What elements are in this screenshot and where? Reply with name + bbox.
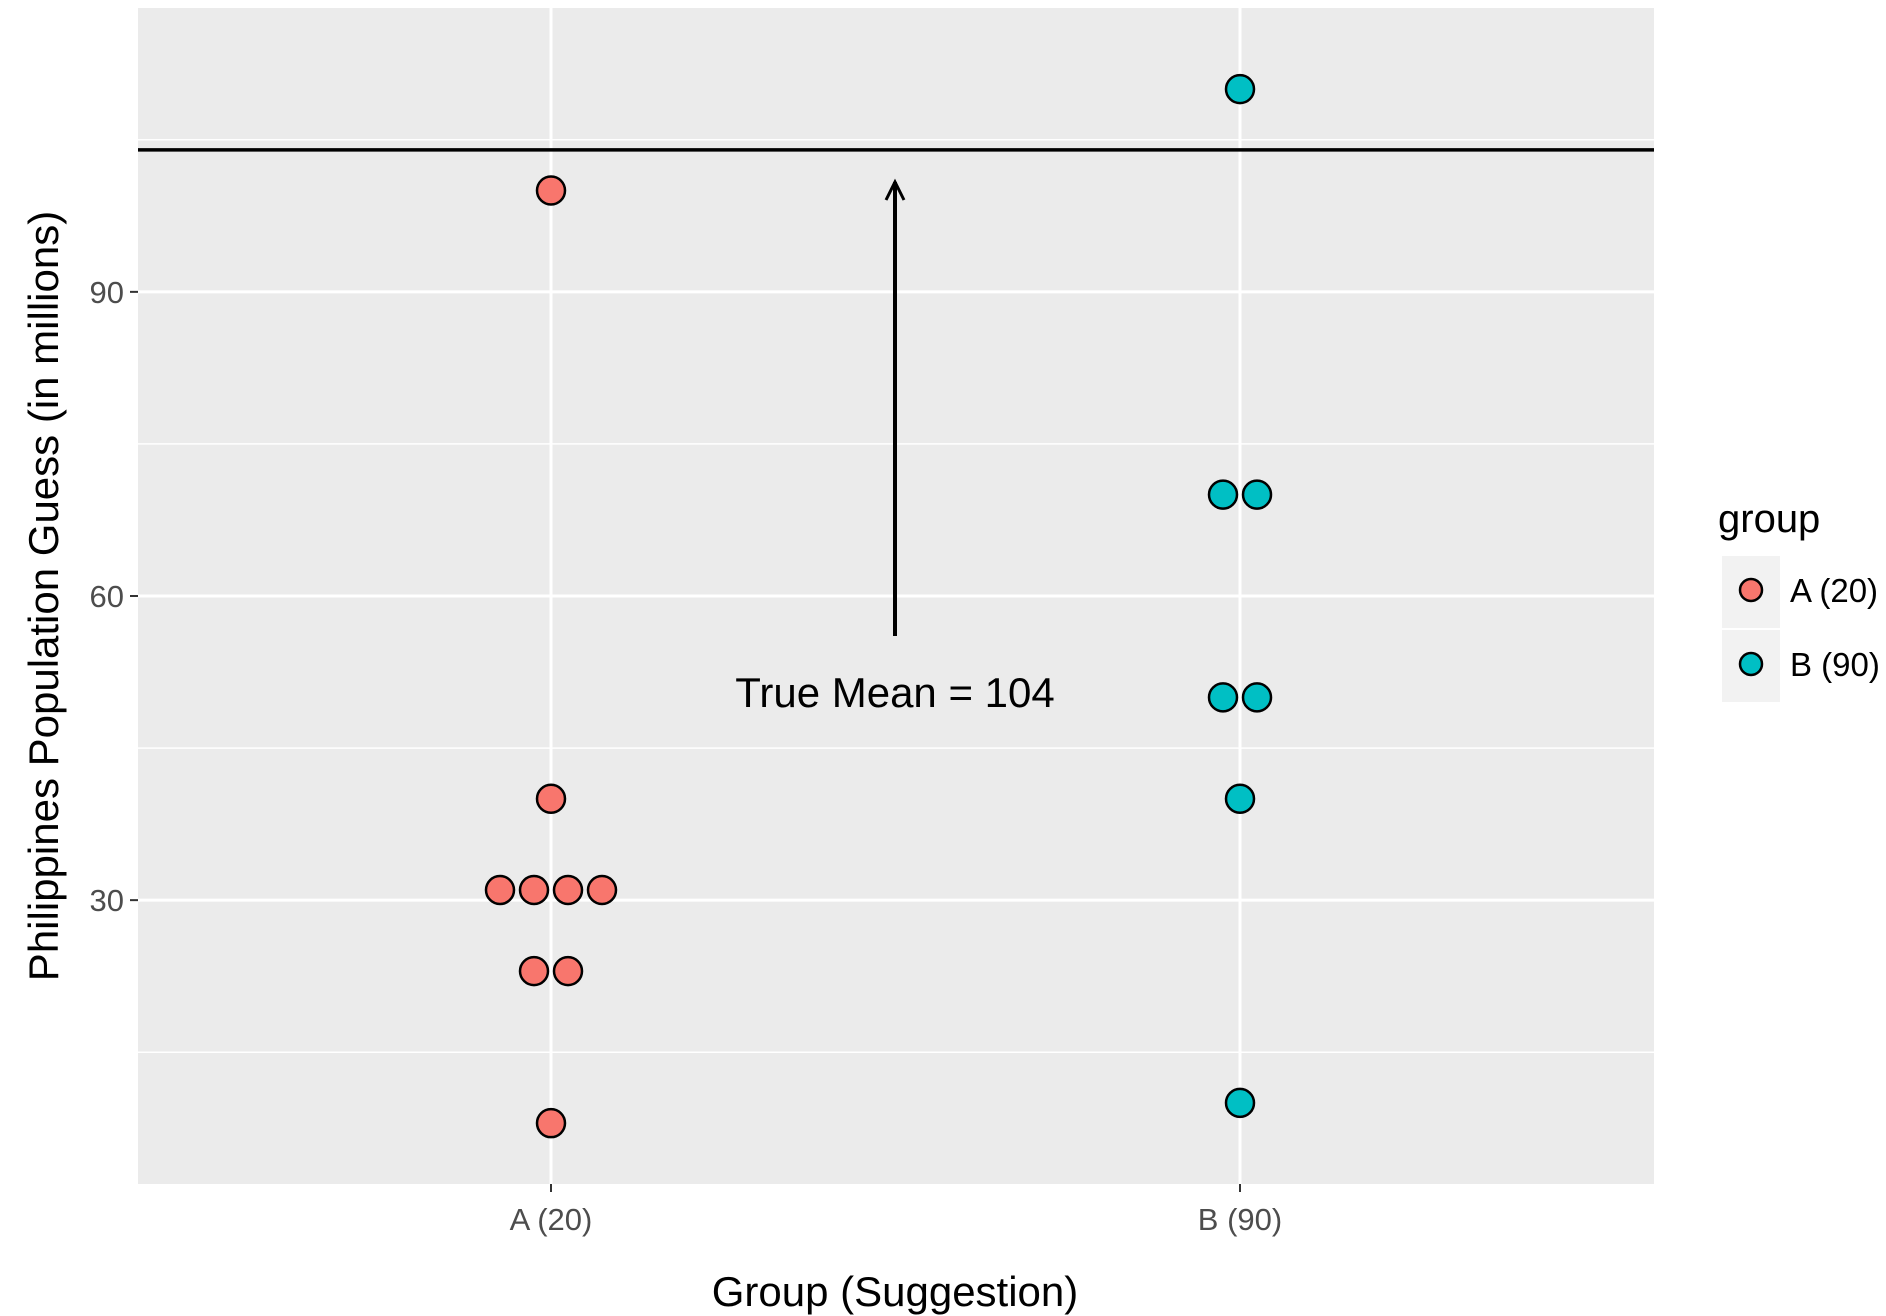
data-point	[1224, 73, 1256, 105]
annotation-arrow-head	[884, 178, 906, 201]
data-point	[535, 783, 567, 815]
data-point	[518, 874, 550, 906]
legend-label: A (20)	[1790, 572, 1878, 609]
annotation-text: True Mean = 104	[735, 669, 1054, 716]
legend-title: group	[1718, 497, 1820, 541]
y-tick-label: 30	[90, 883, 124, 918]
y-axis-ticks: 30 60 90	[90, 275, 138, 918]
data-point	[1241, 479, 1273, 510]
data-point	[586, 874, 618, 906]
data-point	[1241, 682, 1273, 713]
legend-key	[1738, 577, 1764, 603]
data-point	[535, 175, 567, 206]
legend-label: B (90)	[1790, 646, 1880, 683]
y-tick-label: 90	[90, 275, 124, 310]
data-point	[1207, 682, 1239, 713]
data-point	[518, 955, 550, 987]
x-axis-title: Group (Suggestion)	[712, 1268, 1079, 1315]
legend: group A (20) B (90)	[1718, 497, 1880, 702]
legend-keys: A (20) B (90)	[1722, 556, 1880, 702]
annotation: True Mean = 104	[735, 178, 1055, 716]
data-point	[1207, 479, 1239, 510]
x-tick-label: B (90)	[1198, 1202, 1282, 1237]
data-point	[484, 874, 516, 906]
data-point	[535, 1107, 567, 1139]
data-points	[484, 73, 1273, 1139]
data-point	[1224, 783, 1256, 815]
y-tick-label: 60	[90, 579, 124, 614]
data-point	[552, 874, 584, 906]
x-tick-label: A (20)	[510, 1202, 593, 1237]
data-point	[1224, 1087, 1256, 1119]
legend-key	[1738, 651, 1764, 677]
data-point	[552, 955, 584, 987]
x-axis-ticks: A (20) B (90)	[510, 1184, 1282, 1237]
y-axis-title: Philippines Population Guess (in million…	[20, 211, 67, 981]
